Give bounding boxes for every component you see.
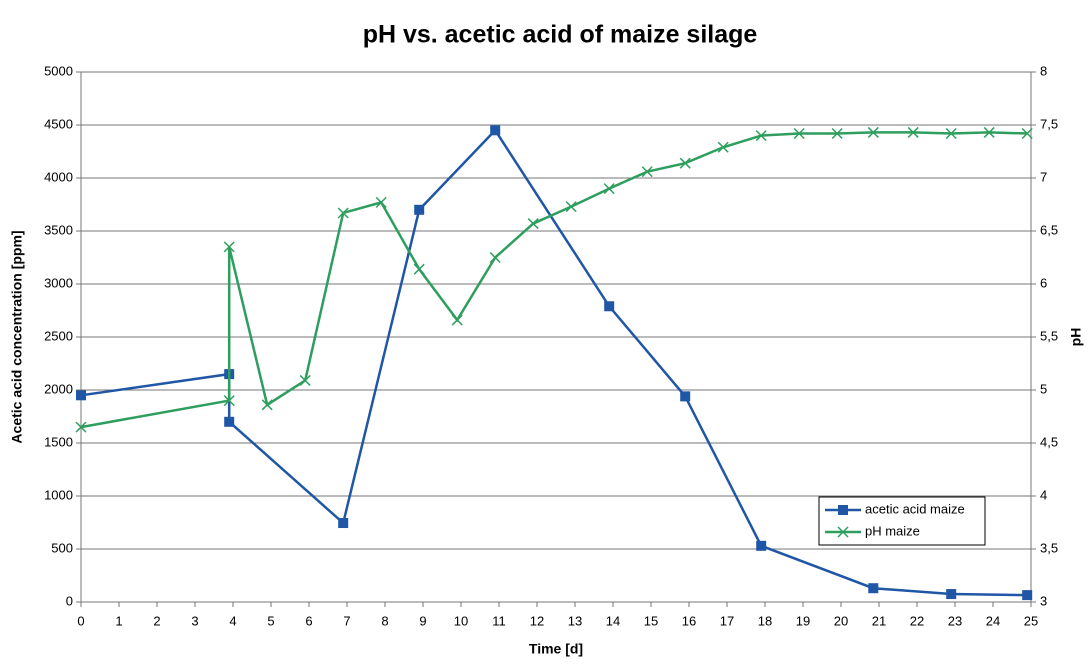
x-tick-label: 5 [267,613,274,628]
x-tick-label: 14 [606,613,620,628]
marker [946,589,957,600]
marker [1021,127,1033,140]
x-tick-label: 4 [229,613,236,628]
y2-tick-label: 8 [1040,63,1047,78]
x-tick-label: 16 [682,613,696,628]
x-tick-label: 15 [644,613,658,628]
x-tick-label: 20 [834,613,848,628]
marker [414,204,425,215]
marker [603,183,615,195]
marker [717,141,729,153]
marker [565,201,577,213]
y-tick-label: 1000 [44,487,73,502]
marker [490,125,501,136]
marker [907,126,919,138]
marker [755,130,767,142]
x-tick-label: 24 [986,613,1000,628]
marker [451,314,463,326]
marker [261,399,273,411]
marker [793,127,805,140]
x-tick-label: 2 [153,613,160,628]
marker [76,390,86,401]
marker [983,126,995,138]
x-tick-label: 1 [115,613,122,628]
marker [867,126,879,138]
y2-tick-label: 3,5 [1040,540,1058,555]
y-tick-label: 1500 [44,434,73,449]
y2-tick-label: 4,5 [1040,434,1058,449]
y-axis-label: Acetic acid concentration [ppm] [9,230,25,443]
legend-marker [838,505,848,515]
x-tick-label: 17 [720,613,734,628]
chart-title: pH vs. acetic acid of maize silage [363,21,758,49]
y2-tick-label: 7,5 [1040,116,1058,131]
y-tick-label: 3500 [44,222,73,237]
y-tick-label: 500 [51,540,73,555]
y2-tick-label: 6 [1040,275,1047,290]
marker [375,196,387,208]
x-tick-label: 21 [872,613,886,628]
x-tick-label: 3 [191,613,198,628]
y2-tick-label: 5 [1040,381,1047,396]
y-tick-label: 5000 [44,63,73,78]
marker [756,540,767,551]
y-tick-label: 0 [66,593,73,608]
x-tick-label: 7 [343,613,350,628]
x-tick-label: 12 [530,613,544,628]
x-axis-label: Time [d] [529,641,583,657]
y2-tick-label: 4 [1040,487,1047,502]
marker [223,241,235,253]
marker [1022,590,1033,601]
marker [945,127,957,140]
marker [75,421,87,433]
marker [641,166,653,178]
legend-label: pH maize [865,523,920,538]
marker [604,301,615,312]
legend-marker [837,526,849,538]
y2-tick-label: 3 [1040,593,1047,608]
y-tick-label: 4500 [44,116,73,131]
x-tick-label: 10 [454,613,468,628]
marker [831,127,843,140]
x-tick-label: 0 [77,613,84,628]
x-tick-label: 18 [758,613,772,628]
marker [489,251,501,264]
x-tick-label: 19 [796,613,810,628]
y-tick-label: 3000 [44,275,73,290]
x-tick-label: 23 [948,613,962,628]
marker [224,416,235,427]
x-tick-label: 25 [1024,613,1038,628]
x-tick-label: 8 [381,613,388,628]
marker [680,391,691,402]
y2-tick-label: 5,5 [1040,328,1058,343]
x-tick-label: 13 [568,613,582,628]
marker [413,263,425,275]
marker [679,157,691,169]
y2-tick-label: 7 [1040,169,1047,184]
marker [527,218,539,230]
marker [338,518,349,529]
marker [868,583,879,594]
x-tick-label: 9 [419,613,426,628]
marker [337,207,349,219]
y-tick-label: 4000 [44,169,73,184]
y2-axis-label: pH [1068,328,1084,347]
marker [223,395,235,407]
series-line [80,131,1028,429]
y-tick-label: 2000 [44,381,73,396]
x-tick-label: 22 [910,613,924,628]
legend-label: acetic acid maize [865,501,965,516]
marker [299,374,311,386]
series-line [80,128,1028,597]
y2-tick-label: 6,5 [1040,222,1058,237]
x-tick-label: 11 [492,613,506,628]
x-tick-label: 6 [305,613,312,628]
y-tick-label: 2500 [44,328,73,343]
